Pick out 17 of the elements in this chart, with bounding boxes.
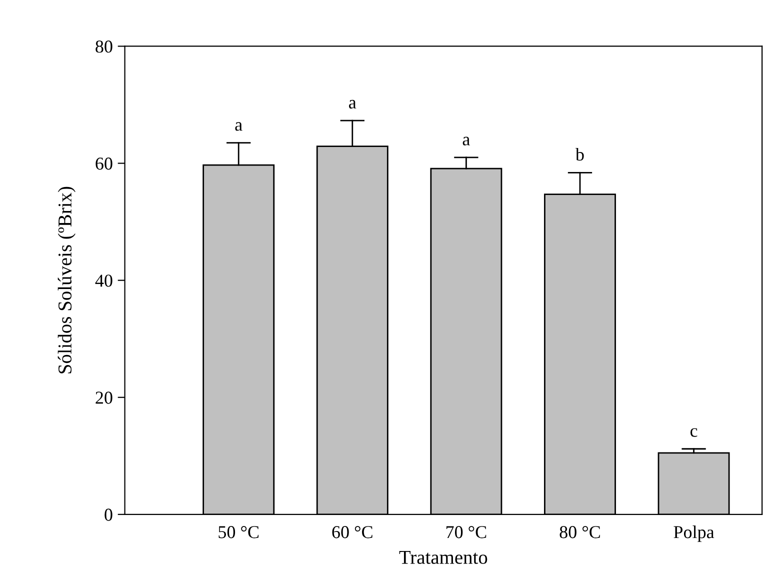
- x-tick-label: 80 °C: [560, 526, 600, 538]
- y-tick-label: 20: [96, 392, 112, 404]
- y-tick-label: 40: [95, 274, 112, 287]
- x-axis-title: Tratamento: [399, 551, 488, 564]
- annotation: a: [462, 136, 470, 146]
- x-tick-label: 60 °C: [332, 526, 372, 538]
- x-tick-label: 70 °C: [446, 526, 486, 538]
- annotation: b: [575, 148, 584, 161]
- annotation: a: [349, 100, 356, 109]
- annotation: a: [235, 122, 242, 131]
- annotation: c: [690, 428, 698, 437]
- y-tick-label: 60: [96, 158, 112, 170]
- y-axis-title: Sólidos Solúveis (ºBrix): [58, 186, 76, 374]
- y-tick-label: 80: [96, 40, 112, 53]
- y-tick-label: 0: [104, 508, 112, 521]
- x-tick-label: 50 °C: [218, 526, 259, 538]
- x-tick-label: Polpa: [674, 526, 714, 542]
